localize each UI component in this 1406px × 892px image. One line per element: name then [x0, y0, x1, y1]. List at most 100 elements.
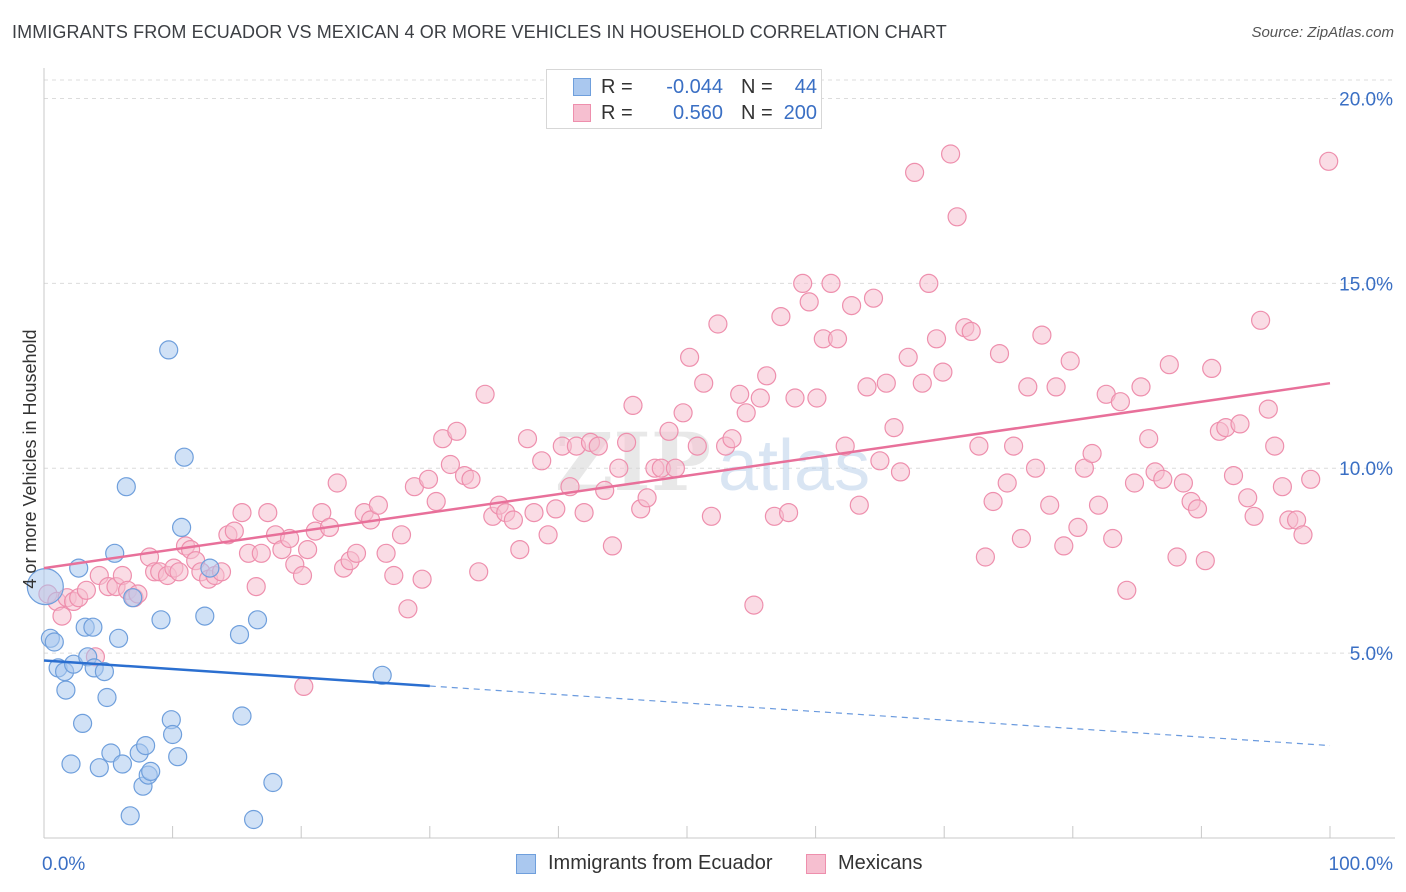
- legend: R = -0.044 N = 44 R = 0.560 N = 200: [546, 69, 822, 129]
- mexicans-point: [1054, 536, 1074, 556]
- mexicans-point: [799, 292, 819, 312]
- ecuador-point: [151, 610, 171, 630]
- mexicans-point: [827, 329, 848, 349]
- mexicans-point: [708, 314, 728, 334]
- mexicans-point: [1195, 551, 1215, 571]
- mexicans-point: [1060, 351, 1080, 371]
- mexicans-point: [258, 502, 278, 523]
- mexicans-point: [312, 502, 332, 523]
- mexicans-point: [538, 525, 558, 545]
- mexicans-point: [1110, 392, 1131, 412]
- mexicans-point: [292, 565, 313, 586]
- mexicans-point: [1167, 547, 1187, 567]
- legend-r-value: -0.044: [666, 75, 723, 98]
- tick-labels: 5.0% 10.0% 15.0% 20.0% 0.0% 100.0% 4 or more V…: [20, 89, 1393, 875]
- mexicans-point: [298, 539, 318, 560]
- mexicans-point: [778, 502, 799, 523]
- legend-swatch-pink: [573, 104, 591, 122]
- mexicans-point: [1202, 358, 1222, 378]
- mexicans-point: [503, 510, 524, 530]
- mexicans-point: [997, 473, 1017, 493]
- legend-n-label: N =: [741, 101, 773, 124]
- mexicans-point: [841, 296, 862, 316]
- source-label: Source: ZipAtlas.com: [1251, 24, 1394, 41]
- ecuador-point: [200, 558, 220, 578]
- legend-n-label: N =: [741, 75, 773, 98]
- mexicans-point: [1230, 414, 1250, 434]
- ecuador-point: [83, 617, 103, 637]
- mexicans-point: [327, 473, 347, 493]
- ecuador-point: [136, 735, 156, 756]
- legend-r-label: R =: [601, 75, 633, 98]
- mexicans-point: [1103, 528, 1123, 549]
- mexicans-point: [926, 329, 947, 349]
- mexicans-point: [884, 418, 904, 438]
- mexicans-point: [1117, 580, 1137, 600]
- mexicans-point: [665, 458, 686, 478]
- mexicans-point: [1187, 499, 1208, 519]
- legend-swatch-blue: [573, 78, 591, 96]
- mexicans-point: [857, 377, 877, 397]
- legend-r-value: 0.560: [672, 101, 723, 124]
- y-axis-label: 4 or more Vehicles in Household: [20, 329, 40, 588]
- mexicans-point: [1238, 488, 1258, 508]
- mexicans-point: [368, 495, 388, 515]
- mexicans-point: [637, 488, 657, 508]
- mexicans-point: [224, 521, 244, 541]
- chart-title: IMMIGRANTS FROM ECUADOR VS MEXICAN 4 OR …: [12, 22, 947, 42]
- mexicans-point: [246, 576, 266, 597]
- mexicans-point: [469, 562, 489, 582]
- x-tick-label: 0.0%: [42, 854, 85, 875]
- mexicans-point: [510, 539, 530, 560]
- mexicans-point: [384, 565, 404, 586]
- ecuador-points: [26, 340, 392, 830]
- ecuador-point: [229, 624, 250, 645]
- mexicans-point: [1223, 466, 1244, 486]
- mexicans-point: [989, 344, 1010, 364]
- mexicans-point: [532, 451, 552, 471]
- axes: [43, 68, 1395, 839]
- mexicans-point: [376, 543, 396, 563]
- mexicans-point: [426, 491, 446, 512]
- mexicans-point: [546, 499, 566, 519]
- mexicans-point: [1131, 377, 1151, 397]
- mexicans-point: [750, 388, 770, 408]
- mexicans-point: [1272, 477, 1293, 497]
- mexicans-point: [602, 536, 623, 556]
- mexicans-points: [38, 144, 1339, 697]
- mexicans-point: [609, 458, 629, 478]
- legend-n-value: 44: [794, 75, 817, 98]
- series-swatch-pink: [806, 853, 826, 874]
- mexicans-point: [757, 366, 777, 386]
- mexicans-point: [673, 403, 693, 423]
- legend-n-value: 200: [783, 101, 817, 124]
- mexicans-point: [807, 388, 827, 408]
- y-tick-label: 5.0%: [1350, 644, 1393, 665]
- mexicans-point: [785, 388, 805, 408]
- mexicans-point: [870, 451, 890, 471]
- mexicans-point: [588, 436, 608, 456]
- mexicans-point: [863, 288, 884, 308]
- mexicans-point: [1319, 151, 1339, 171]
- mexicans-point: [694, 373, 714, 393]
- mexicans-trend-line: [43, 381, 1331, 570]
- series-legend-ecuador: Immigrants from Ecuador: [516, 852, 773, 875]
- ecuador-point: [72, 713, 93, 734]
- mexicans-point: [616, 432, 637, 452]
- mexicans-point: [975, 547, 996, 567]
- y-tick-label: 10.0%: [1339, 459, 1393, 480]
- mexicans-point: [1293, 525, 1313, 545]
- mexicans-point: [1244, 506, 1264, 526]
- mexicans-point: [1139, 429, 1159, 449]
- ecuador-point: [61, 754, 81, 774]
- mexicans-point: [294, 676, 314, 697]
- x-tick-label: 100.0%: [1329, 854, 1394, 875]
- mexicans-point: [771, 307, 791, 327]
- ecuador-trend-line: [43, 659, 430, 688]
- mexicans-point: [1003, 436, 1024, 456]
- ecuador-point: [120, 806, 140, 826]
- legend-r-label: R =: [601, 101, 633, 124]
- mexicans-point: [412, 569, 432, 589]
- mexicans-point: [1088, 495, 1109, 515]
- mexicans-point: [1124, 473, 1145, 493]
